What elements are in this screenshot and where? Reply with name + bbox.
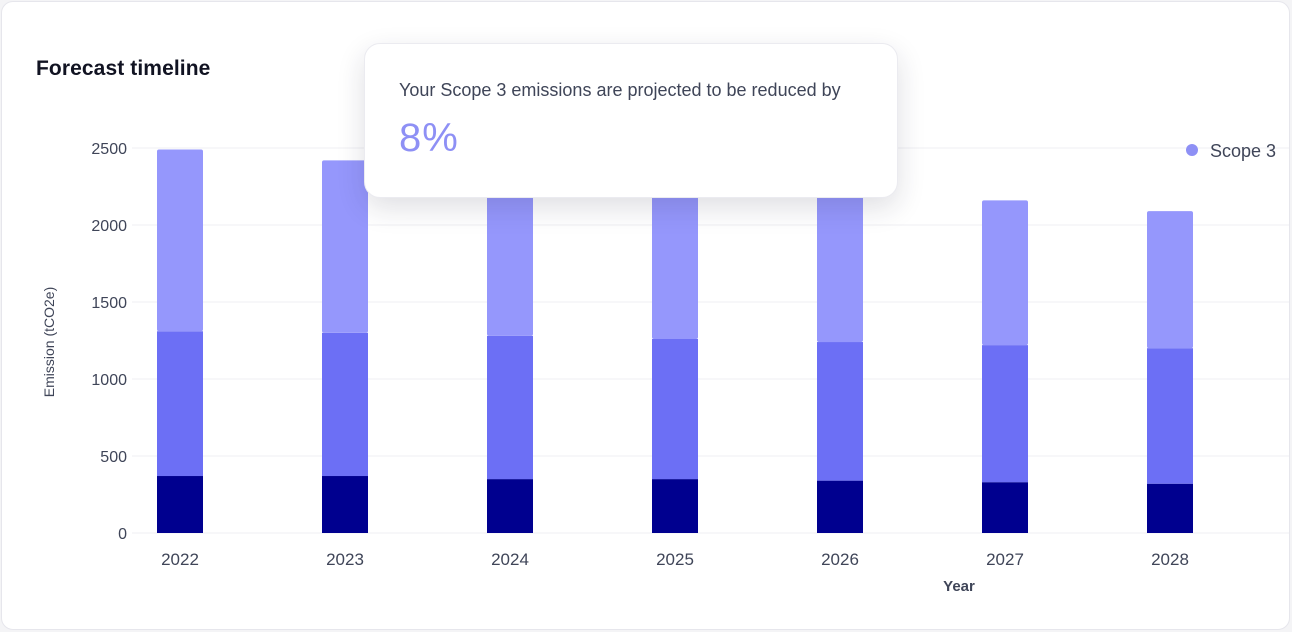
x-tick-label: 2022 <box>161 550 199 569</box>
bar-segment <box>817 188 863 343</box>
legend-label: Scope 3 <box>1210 141 1276 161</box>
bar-segment <box>157 331 203 477</box>
bar-segment <box>487 335 533 480</box>
bar-segment <box>817 480 863 533</box>
y-tick-label: 1000 <box>91 372 127 389</box>
bar-segment <box>322 332 368 477</box>
bar-segment <box>652 338 698 480</box>
bar-segment <box>652 178 698 339</box>
bar-segment <box>982 482 1028 533</box>
chart-title: Forecast timeline <box>36 57 211 80</box>
x-tick-label: 2027 <box>986 550 1024 569</box>
bar-segment <box>157 476 203 533</box>
bar-segment <box>652 479 698 533</box>
x-tick-label: 2026 <box>821 550 859 569</box>
reduction-tooltip: Your Scope 3 emissions are projected to … <box>364 43 898 198</box>
x-tick-label: 2023 <box>326 550 364 569</box>
bar-segment <box>157 149 203 332</box>
bar-segment <box>982 345 1028 483</box>
tooltip-text: Your Scope 3 emissions are projected to … <box>399 80 841 100</box>
y-tick-label: 1500 <box>91 295 127 312</box>
bar-segment <box>487 479 533 533</box>
bar-segment <box>817 342 863 481</box>
bar-segment <box>1147 348 1193 484</box>
bar-segment <box>1147 483 1193 533</box>
bar-segment <box>487 177 533 336</box>
x-axis-title: Year <box>943 578 975 595</box>
legend-dot <box>1186 144 1198 156</box>
x-tick-label: 2024 <box>491 550 529 569</box>
tooltip-value: 8% <box>399 116 459 160</box>
x-tick-label: 2025 <box>656 550 694 569</box>
y-tick-label: 0 <box>118 526 127 543</box>
y-tick-label: 500 <box>100 449 127 466</box>
y-tick-label: 2500 <box>91 141 127 158</box>
bar-segment <box>1147 211 1193 349</box>
bar-segment <box>322 476 368 533</box>
y-tick-label: 2000 <box>91 218 127 235</box>
bar-segment <box>322 160 368 333</box>
bar-segment <box>982 200 1028 346</box>
y-axis-title: Emission (tCO2e) <box>41 287 57 397</box>
x-tick-label: 2028 <box>1151 550 1189 569</box>
